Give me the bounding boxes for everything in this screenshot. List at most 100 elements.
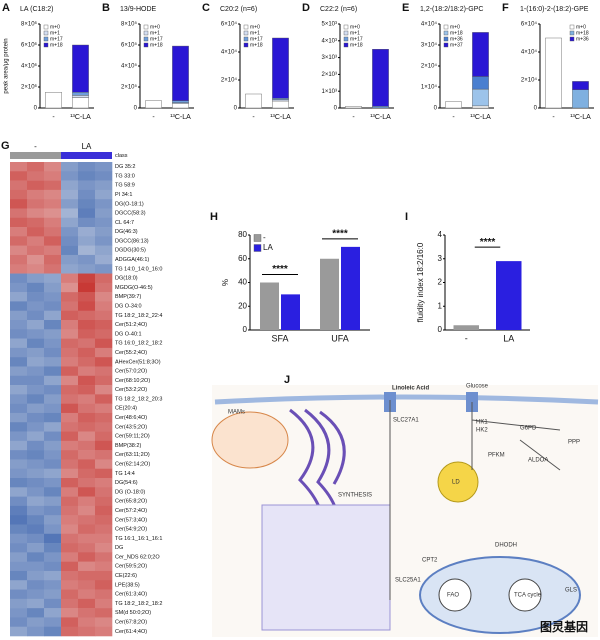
heatmap-cell	[27, 543, 45, 553]
y-tick-label: 6×10⁵	[121, 42, 138, 49]
heatmap-cell	[44, 375, 62, 386]
x-tick-label: -	[252, 114, 255, 121]
row-label: DG(54:6)	[115, 480, 138, 486]
heatmap-cell	[95, 515, 113, 525]
y-tick-label: 1×10⁴	[421, 84, 438, 91]
heatmap-cell	[61, 245, 79, 256]
heatmap-cell	[10, 468, 28, 479]
legend-swatch	[143, 42, 149, 48]
heatmap-cell	[95, 608, 113, 618]
heatmap-cell	[44, 440, 62, 451]
heatmap-cell	[78, 292, 96, 302]
legend-label: m+1	[350, 30, 360, 36]
heatmap-cell	[44, 431, 62, 442]
heatmap-cell	[78, 589, 96, 600]
y-tick-label: 60	[238, 254, 247, 263]
x-tick-label: -	[452, 114, 455, 121]
annotation: ****	[480, 237, 496, 248]
legend-swatch	[243, 36, 249, 42]
panel-label: D	[302, 2, 310, 14]
y-tick-label: 2×10⁴	[521, 77, 538, 84]
heatmap-cell	[10, 580, 28, 590]
bar-segment	[545, 37, 562, 109]
diagram-label: PPP	[568, 440, 580, 446]
lipid-list	[261, 504, 391, 631]
bar-segment	[172, 103, 189, 109]
legend-label: m+36	[450, 36, 463, 42]
heatmap-cell	[95, 273, 113, 284]
row-label: DG	[115, 545, 123, 551]
heatmap-cell	[78, 403, 96, 414]
heatmap-cell	[95, 217, 113, 228]
heatmap-cell	[27, 245, 45, 256]
row-label: DG(18:0)	[115, 276, 138, 282]
heatmap-cell	[27, 292, 45, 302]
row-label: CL 64:7	[115, 220, 134, 226]
heatmap-cell	[95, 208, 113, 219]
heatmap-cell	[95, 227, 113, 237]
x-tick-label: ¹³C-LA	[170, 114, 191, 121]
heatmap-cell	[95, 598, 113, 609]
heatmap-cell	[10, 589, 28, 600]
legend-swatch	[343, 24, 349, 30]
heatmap-cell	[27, 320, 45, 330]
heatmap-cell	[61, 515, 79, 525]
row-label: DGCC(58:3)	[115, 211, 146, 217]
heatmap-cell	[10, 626, 28, 637]
diagram-label: TCA cycle	[514, 593, 542, 599]
heatmap-cell	[78, 626, 96, 637]
diagram-label: SLC27A1	[393, 418, 419, 424]
row-label: BMP(38:2)	[115, 443, 141, 449]
bar-segment	[72, 95, 89, 98]
y-tick-label: 0	[434, 106, 438, 112]
row-label: TG 16:1_16:1_16:1	[115, 536, 162, 542]
heatmap-cell	[44, 403, 62, 414]
heatmap-cell	[95, 385, 113, 395]
chart-title: 1,2-(18:2/18:2)-GPC	[420, 6, 483, 13]
heatmap-cell	[44, 236, 62, 246]
heatmap-cell	[44, 468, 62, 479]
heatmap-cell	[10, 217, 28, 228]
bar-segment	[472, 105, 489, 109]
heatmap-cell	[44, 199, 62, 209]
legend-swatch	[243, 24, 249, 30]
row-label: LPE(38:5)	[115, 582, 140, 588]
heatmap-cell	[27, 180, 45, 191]
heatmap-cell	[10, 533, 28, 544]
heatmap-cell	[44, 478, 62, 488]
heatmap-cell	[78, 301, 96, 312]
panel-label: A	[2, 2, 10, 14]
legend-swatch	[243, 30, 249, 36]
heatmap-cell	[95, 375, 113, 386]
heatmap-cell	[44, 422, 62, 432]
heatmap-cell	[61, 394, 79, 404]
y-tick-label: 20	[238, 301, 247, 310]
y-axis-label: peak area/μg protein	[4, 38, 10, 93]
diagram-label: G6PD	[520, 426, 537, 432]
watermark: 图灵基因	[540, 619, 588, 634]
legend-swatch	[143, 30, 149, 36]
heatmap-cell	[27, 347, 45, 358]
heatmap-cell	[78, 440, 96, 451]
legend-swatch	[253, 234, 262, 242]
x-tick-label: ¹³C-LA	[470, 114, 491, 121]
y-tick-label: 0	[438, 325, 443, 334]
tca-cycle	[508, 578, 542, 612]
heatmap-cell	[27, 162, 45, 172]
heatmap-cell	[95, 366, 113, 377]
group-bar	[10, 152, 61, 159]
heatmap-cell	[44, 227, 62, 237]
legend-swatch	[443, 24, 449, 30]
fao-cycle	[438, 578, 472, 612]
heatmap-cell	[78, 496, 96, 507]
heatmap-cell	[44, 552, 62, 562]
heatmap-cell	[61, 301, 79, 312]
bar-segment	[572, 89, 589, 109]
heatmap-cell	[10, 347, 28, 358]
diagram-label: HK2	[476, 428, 488, 434]
heatmap-cell	[78, 617, 96, 628]
heatmap-cell	[27, 385, 45, 395]
heatmap-cell	[27, 171, 45, 181]
heatmap-cell	[10, 189, 28, 200]
heatmap-cell	[61, 487, 79, 497]
